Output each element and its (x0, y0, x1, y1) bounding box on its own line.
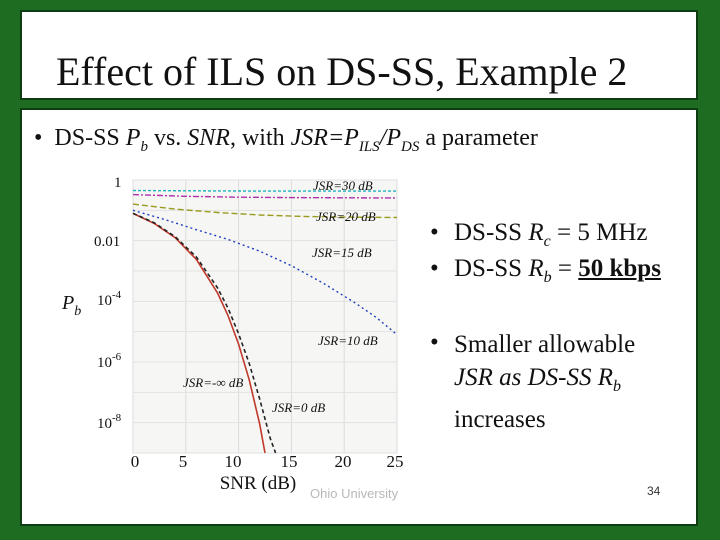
rb-sub: b (543, 269, 552, 286)
curve-annotation: JSR=15 dB (312, 245, 372, 260)
x-axis-label: SNR (dB) (220, 473, 297, 494)
bullet-dot: • (430, 255, 439, 282)
x-tick-label: 5 (179, 452, 188, 471)
bullet-prefix: DS-SS (54, 125, 126, 151)
curve-annotation: JSR=20 dB (316, 209, 376, 224)
rc-var: R (528, 219, 544, 246)
curve-annotation: JSR=10 dB (318, 333, 378, 348)
var-p: P (125, 125, 141, 151)
x-tick-label: 25 (387, 452, 404, 471)
y-tick-label: 0.01 (94, 234, 120, 250)
bullet-mid2: , with (229, 125, 291, 151)
note-line-1: Smaller allowable (454, 331, 636, 358)
ohio-university-logo: Ohio University (310, 486, 399, 501)
bullet-suffix: a parameter (419, 125, 538, 151)
curve-annotation: JSR=30 dB (313, 178, 373, 193)
series-line-5 (132, 189, 397, 192)
bullet-dot: • (34, 125, 55, 151)
var-slash-p: /P (379, 125, 401, 151)
series-line-2 (132, 209, 398, 336)
plot-area: 0 5 10 15 20 25 1 0.01 10-4 10-6 10-8 SNR (dB) Pb JSR… (61, 175, 404, 494)
page-number: 34 (647, 484, 661, 498)
rb-pre: DS-SS (454, 255, 529, 282)
x-tick-label: 0 (131, 452, 140, 471)
rc-pre: DS-SS (454, 219, 529, 246)
note-line-2: JSR as DS-SS R (454, 364, 613, 391)
var-jsr: JSR=P (290, 125, 359, 151)
series-line-3 (132, 203, 398, 219)
series-line-4 (132, 193, 398, 199)
bullet-mid: vs. (147, 125, 188, 151)
sub-ils: ILS (358, 138, 380, 155)
y-tick-label: 10-8 (97, 412, 122, 432)
rc-sub: c (543, 233, 551, 250)
x-tick-label: 15 (281, 452, 298, 471)
y-axis-label: Pb (61, 292, 81, 319)
main-bullet: • DS-SS Pb vs. SNR, with JSR=PILS/PDS a … (34, 125, 538, 156)
rb-var: R (528, 255, 544, 282)
curve-annotation: JSR=-∞ dB (183, 375, 243, 390)
note-line-3: increases (454, 406, 546, 433)
bullet-dot: • (430, 219, 439, 246)
x-tick-label: 20 (335, 452, 352, 471)
sub-b: b (140, 138, 148, 155)
plot-background (132, 179, 398, 454)
rb-bold: 50 kbps (578, 255, 661, 282)
rc-post: = 5 MHz (550, 219, 648, 246)
series-line-1 (132, 212, 277, 454)
y-tick-label: 10-4 (97, 289, 122, 309)
curve-annotation: JSR=0 dB (272, 400, 325, 415)
bullet-dot: • (430, 329, 439, 356)
note-sub: b (613, 378, 621, 395)
title-box: Effect of ILS on DS-SS, Example 2 (20, 10, 698, 100)
slide-title: Effect of ILS on DS-SS, Example 2 (56, 49, 628, 94)
x-tick-label: 10 (225, 452, 242, 471)
var-snr: SNR (187, 125, 230, 151)
y-tick-label: 1 (114, 175, 122, 191)
y-tick-label: 10-6 (97, 351, 122, 371)
rb-post: = (551, 255, 579, 282)
sub-ds: DS (400, 138, 420, 155)
